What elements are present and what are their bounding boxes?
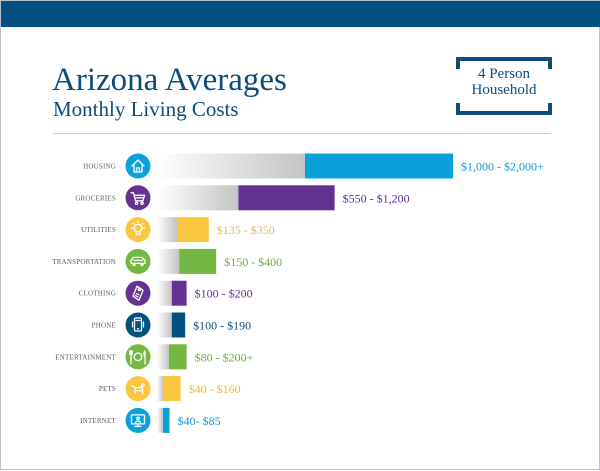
price-tag-icon — [132, 285, 144, 301]
range-value-label: $1,000 - $2,000+ — [461, 160, 544, 174]
dog-icon — [131, 382, 146, 395]
icon-circle — [125, 217, 151, 243]
lightbulb-icon — [130, 220, 146, 236]
low-range-bar — [157, 344, 169, 370]
icon-circle — [125, 153, 151, 179]
category-label: CLOTHING — [79, 290, 116, 298]
high-range-bar — [179, 248, 217, 274]
category-label: PHONE — [92, 322, 116, 330]
chart-row-phone: PHONE $100 - $190 — [92, 312, 251, 338]
high-range-bar — [168, 344, 187, 370]
range-value-label: $80 - $200+ — [195, 350, 254, 364]
high-range-bar — [305, 153, 453, 179]
high-range-bar — [176, 217, 209, 243]
chart-row-clothing: CLOTHING $100 - $200 — [79, 280, 253, 306]
range-value-label: $550 - $1,200 — [343, 191, 410, 205]
range-value-label: $40 - $160 — [189, 382, 241, 396]
chart-row-pets: PETS $40 - $160 — [99, 376, 241, 402]
chart-row-transportation: TRANSPORTATION $150 - $400 — [52, 248, 282, 274]
range-value-label: $135 - $350 — [217, 223, 275, 237]
category-label: GROCERIES — [75, 194, 116, 202]
category-label: HOUSING — [83, 163, 116, 171]
chart-row-groceries: GROCERIES $550 - $1,200 — [75, 185, 410, 211]
high-range-bar — [162, 376, 181, 402]
range-value-label: $100 - $190 — [193, 319, 251, 333]
header-divider — [53, 133, 551, 134]
category-label: PETS — [99, 385, 116, 393]
range-value-label: $150 - $400 — [224, 255, 282, 269]
low-range-bar — [157, 185, 239, 211]
badge-line-2: Household — [471, 82, 537, 98]
category-label: INTERNET — [80, 417, 116, 425]
high-range-bar — [171, 280, 187, 306]
household-badge: 4 Person Household — [456, 57, 552, 115]
icon-circle — [125, 248, 151, 274]
top-banner — [1, 1, 600, 27]
high-range-bar — [238, 185, 335, 211]
page-subtitle: Monthly Living Costs — [53, 97, 239, 121]
chart-row-utilities: UTILITIES $135 - $350 — [81, 217, 275, 243]
low-range-bar — [157, 217, 177, 243]
low-range-bar — [157, 280, 172, 306]
range-value-label: $100 - $200 — [195, 287, 253, 301]
icon-circle — [125, 344, 151, 370]
high-range-bar — [162, 407, 170, 433]
category-label: TRANSPORTATION — [52, 258, 116, 266]
category-label: ENTERTAINMENT — [55, 353, 116, 361]
dining-icon — [129, 350, 146, 365]
low-range-bar — [157, 153, 305, 179]
house-icon — [131, 159, 145, 173]
chart-row-internet: INTERNET $40- $85 — [80, 407, 221, 433]
icon-circle — [125, 312, 151, 338]
badge-line-1: 4 Person — [477, 66, 531, 82]
mobile-phone-icon — [131, 317, 145, 332]
icon-circle — [125, 376, 151, 402]
car-icon — [130, 256, 146, 267]
page-title: Arizona Averages — [52, 62, 287, 98]
chart-row-entertainment: ENTERTAINMENT $80 - $200+ — [55, 344, 254, 370]
category-label: UTILITIES — [81, 226, 116, 234]
shopping-cart-icon — [130, 192, 146, 206]
computer-icon — [130, 414, 146, 428]
low-range-bar — [157, 248, 180, 274]
low-range-bar — [157, 376, 163, 402]
low-range-bar — [157, 407, 163, 433]
high-range-bar — [171, 312, 186, 338]
range-value-label: $40- $85 — [178, 414, 221, 428]
chart-row-housing: HOUSING $1,000 - $2,000+ — [83, 153, 544, 179]
low-range-bar — [157, 312, 172, 338]
icon-circle — [125, 280, 151, 306]
